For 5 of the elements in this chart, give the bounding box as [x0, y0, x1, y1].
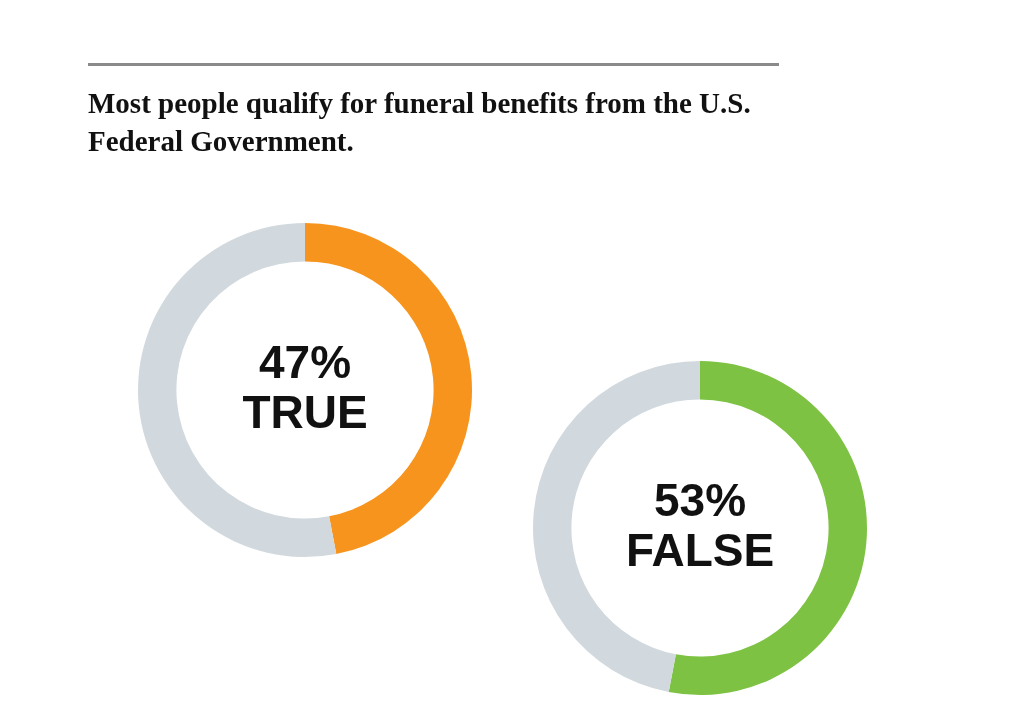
slice-label: FALSE	[625, 523, 775, 576]
data-label: 53%	[653, 473, 747, 526]
data-label: 47%	[258, 335, 352, 388]
chart-title: Most people qualify for funeral benefits from the U.S. Federal Government.	[88, 86, 752, 159]
slice-label: TRUE	[242, 385, 368, 438]
